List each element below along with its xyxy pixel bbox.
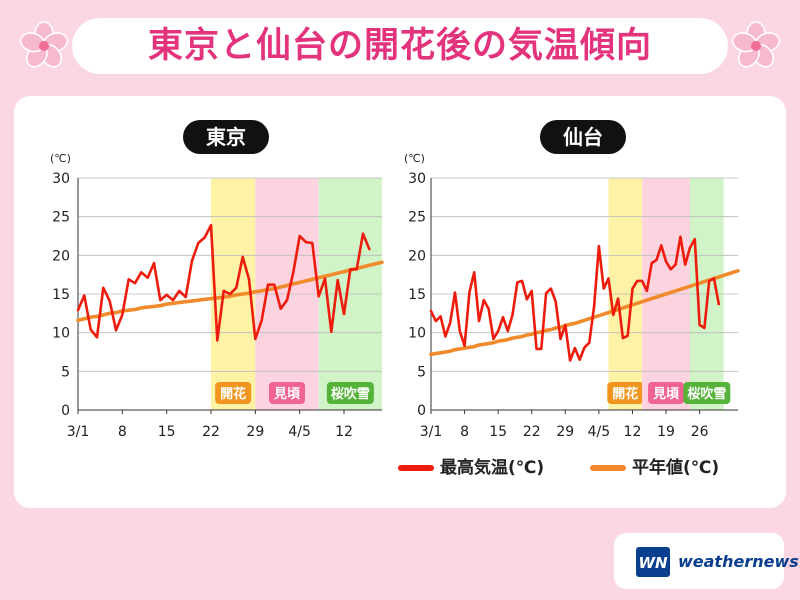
x-tick-sendai-8: 26: [691, 424, 709, 440]
y-tick-tokyo-4: 20: [52, 248, 70, 264]
x-tick-tokyo-0: 3/1: [67, 424, 90, 440]
legend-item-normal: 平年値(℃): [590, 456, 719, 480]
y-tick-sendai-4: 20: [408, 248, 426, 264]
x-tick-tokyo-5: 4/5: [288, 424, 311, 440]
band-label-bg-sendai-1: [648, 382, 685, 404]
x-tick-tokyo-4: 29: [246, 424, 264, 440]
x-tick-sendai-1: 8: [460, 424, 469, 440]
title-bar: 東京と仙台の開花後の気温傾向: [0, 0, 800, 92]
band-label-bg-tokyo-2: [326, 382, 374, 404]
series-max-temp-sendai: [429, 235, 721, 362]
band-label-sendai-0: 開花: [612, 386, 638, 402]
band-label-sendai-2: 桜吹雪: [687, 386, 726, 402]
series-max-temp-tokyo: [76, 223, 371, 342]
x-tick-sendai-0: 3/1: [420, 424, 443, 440]
band-label-bg-sendai-0: [607, 382, 644, 404]
y-unit-sendai: (℃): [404, 152, 425, 165]
band-label-sendai-1: 見頃: [652, 387, 680, 402]
series-normal-tokyo: [76, 260, 384, 323]
weathernews-logo-text: weathernews: [678, 552, 799, 571]
chart-title-tokyo: 東京: [183, 120, 269, 154]
y-tick-sendai-1: 5: [417, 364, 426, 380]
y-tick-tokyo-3: 15: [52, 287, 70, 303]
legend-swatch-normal: [590, 465, 626, 471]
x-tick-tokyo-3: 22: [202, 424, 220, 440]
x-tick-sendai-4: 29: [556, 424, 574, 440]
y-tick-tokyo-5: 25: [52, 210, 70, 226]
sakura-flower-icon-left: [20, 21, 68, 68]
y-tick-tokyo-0: 0: [61, 403, 70, 419]
x-tick-sendai-6: 12: [624, 424, 642, 440]
band-label-bg-tokyo-0: [215, 382, 252, 404]
page-title: 東京と仙台の開花後の気温傾向: [147, 26, 652, 66]
y-unit-tokyo: (℃): [50, 152, 71, 165]
band-label-tokyo-2: 桜吹雪: [331, 386, 370, 402]
y-tick-tokyo-6: 30: [52, 171, 70, 187]
y-tick-sendai-0: 0: [417, 403, 426, 419]
legend-swatch-max-temp: [398, 465, 434, 471]
y-tick-tokyo-2: 10: [52, 326, 70, 342]
x-tick-tokyo-2: 15: [158, 424, 176, 440]
legend-label-max-temp: 最高気温(℃): [440, 458, 545, 478]
band-label-bg-sendai-2: [683, 382, 731, 404]
band-label-bg-tokyo-1: [269, 382, 305, 404]
weathernews-logo-icon: WN: [636, 547, 670, 577]
series-normal-sendai: [429, 268, 740, 357]
x-tick-sendai-7: 19: [657, 424, 675, 440]
legend-item-max-temp: 最高気温(℃): [398, 456, 544, 480]
title-pill: [72, 18, 728, 74]
y-tick-sendai-6: 30: [408, 171, 426, 187]
x-tick-sendai-2: 15: [489, 424, 507, 440]
sakura-flower-icon-right: [732, 21, 780, 68]
svg-text:WN: WN: [638, 554, 668, 572]
y-tick-sendai-3: 15: [408, 287, 426, 303]
y-tick-sendai-5: 25: [408, 210, 426, 226]
x-tick-tokyo-6: 12: [335, 424, 353, 440]
x-tick-tokyo-1: 8: [118, 424, 127, 440]
band-label-tokyo-0: 開花: [220, 386, 246, 402]
x-tick-sendai-5: 4/5: [588, 424, 611, 440]
y-tick-tokyo-1: 5: [61, 364, 70, 380]
chart-title-sendai: 仙台: [540, 120, 626, 154]
x-tick-sendai-3: 22: [523, 424, 541, 440]
band-label-tokyo-1: 見頃: [273, 387, 301, 402]
y-tick-sendai-2: 10: [408, 326, 426, 342]
legend-label-normal: 平年値(℃): [632, 458, 720, 478]
